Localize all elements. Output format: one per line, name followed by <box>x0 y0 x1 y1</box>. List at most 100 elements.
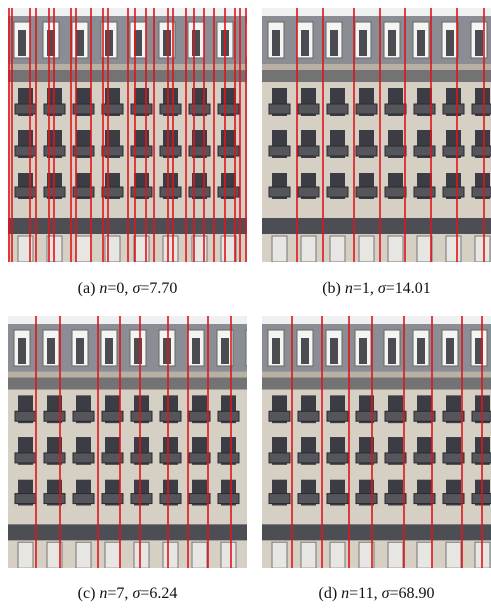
window <box>475 236 490 262</box>
window-rail <box>472 146 491 156</box>
window-rail <box>131 187 152 197</box>
window <box>417 236 432 262</box>
window-rail <box>269 494 290 504</box>
window <box>192 542 207 568</box>
dormer-glass <box>76 30 84 56</box>
caption: (d) n=11, σ=68.90 <box>254 585 491 603</box>
window-rail <box>298 411 319 421</box>
window-rail <box>269 453 290 463</box>
facade-photo <box>8 316 262 568</box>
window-rail <box>189 453 210 463</box>
window-rail <box>73 453 94 463</box>
window-rail <box>298 187 319 197</box>
window-rail <box>298 453 319 463</box>
window-rail <box>356 146 377 156</box>
balcony <box>8 378 247 390</box>
caption-sigma-value: =7.70 <box>140 280 177 297</box>
caption-n-value: =7, <box>107 585 128 602</box>
window-rail <box>443 453 464 463</box>
dormer-glass <box>105 338 113 364</box>
photo-content <box>8 316 262 568</box>
window-rail <box>472 104 491 114</box>
window-rail <box>160 187 181 197</box>
window-rail <box>131 453 152 463</box>
dormer-glass <box>446 338 454 364</box>
window-rail <box>327 411 348 421</box>
window <box>388 236 403 262</box>
window <box>105 542 120 568</box>
caption-n-value: =11, <box>349 585 377 602</box>
window <box>388 542 403 568</box>
window <box>163 542 178 568</box>
window <box>301 236 316 262</box>
dormer-glass <box>388 338 396 364</box>
caption: (a) n=0, σ=7.70 <box>5 280 250 298</box>
window-rail <box>131 104 152 114</box>
dormer-glass <box>475 30 483 56</box>
window-rail <box>160 146 181 156</box>
window-rail <box>131 494 152 504</box>
window-rail <box>189 104 210 114</box>
window-rail <box>15 411 36 421</box>
window-rail <box>472 187 491 197</box>
window-rail <box>189 146 210 156</box>
window-rail <box>443 146 464 156</box>
window-rail <box>15 494 36 504</box>
window-rail <box>160 104 181 114</box>
window-rail <box>160 411 181 421</box>
window <box>330 236 345 262</box>
dormer-glass <box>330 338 338 364</box>
window-rail <box>218 104 239 114</box>
window-rail <box>160 494 181 504</box>
window-rail <box>385 411 406 421</box>
window <box>18 542 33 568</box>
window-rail <box>218 453 239 463</box>
caption-n: n <box>345 280 353 297</box>
dormer-glass <box>250 30 258 56</box>
window-rail <box>327 104 348 114</box>
caption-n-value: =0, <box>107 280 128 297</box>
window-rail <box>102 104 123 114</box>
caption-sigma-value: =68.90 <box>389 585 434 602</box>
window <box>134 542 149 568</box>
dormer <box>246 330 262 366</box>
window-rail <box>15 146 36 156</box>
window-rail <box>44 411 65 421</box>
caption: (b) n=1, σ=14.01 <box>254 280 491 298</box>
window <box>301 542 316 568</box>
window-rail <box>414 146 435 156</box>
window-rail <box>15 453 36 463</box>
dormer-glass <box>359 338 367 364</box>
window-rail <box>327 146 348 156</box>
window <box>221 236 236 262</box>
dormer-glass <box>76 338 84 364</box>
dormer-glass <box>330 30 338 56</box>
facade-photo <box>262 8 491 262</box>
dormer-glass <box>47 338 55 364</box>
window-rail <box>385 146 406 156</box>
dormer-glass <box>163 30 171 56</box>
dormer-glass <box>105 30 113 56</box>
window-rail <box>73 411 94 421</box>
window-rail <box>189 494 210 504</box>
caption-label: (a) <box>78 280 96 297</box>
dormer-glass <box>446 30 454 56</box>
caption: (c) n=7, σ=6.24 <box>5 585 250 603</box>
dormer-glass <box>18 338 26 364</box>
window <box>163 236 178 262</box>
photo-content <box>262 316 491 568</box>
window-rail <box>218 411 239 421</box>
caption-n-value: =1, <box>353 280 374 297</box>
window <box>221 542 236 568</box>
dormer-glass <box>221 338 229 364</box>
window-rail <box>327 187 348 197</box>
window <box>359 236 374 262</box>
dormer-glass <box>301 30 309 56</box>
window-rail <box>218 187 239 197</box>
window-rail <box>269 104 290 114</box>
cornice <box>8 372 247 378</box>
window <box>330 542 345 568</box>
dormer-glass <box>163 338 171 364</box>
window <box>272 542 287 568</box>
window-rail <box>327 453 348 463</box>
